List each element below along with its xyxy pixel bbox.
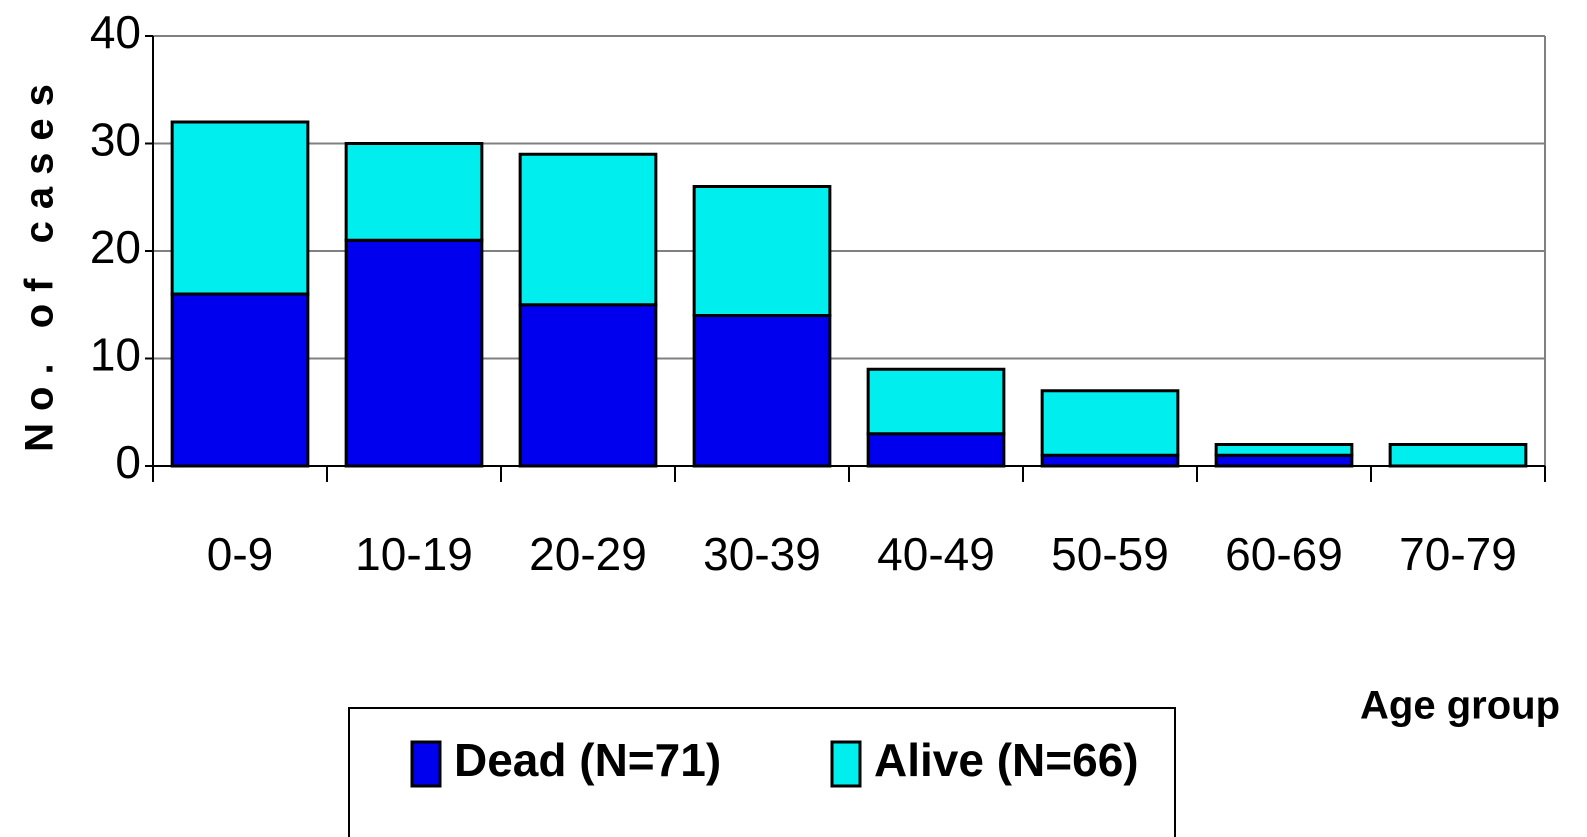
- x-tick-label: 70-79: [1399, 528, 1517, 580]
- legend-swatch: [830, 740, 862, 788]
- bar-segment: [170, 120, 310, 296]
- y-tick-label: 0: [115, 436, 141, 488]
- y-axis-title: No. of cases: [18, 72, 62, 452]
- bar-segment: [1214, 443, 1354, 457]
- x-tick-label: 0-9: [207, 528, 273, 580]
- bar-segment: [518, 152, 658, 307]
- x-axis-title: Age group: [1360, 684, 1560, 728]
- bar-segment: [866, 367, 1006, 436]
- y-tick-label: 40: [90, 6, 141, 58]
- bar-segment: [692, 185, 832, 317]
- bar-segment: [344, 142, 484, 242]
- legend-box: [348, 707, 1176, 837]
- bar-segment: [692, 314, 832, 468]
- bar-segment: [1040, 453, 1180, 468]
- legend-label: Dead (N=71): [454, 734, 721, 786]
- bar-segment: [1214, 453, 1354, 468]
- x-tick-label: 50-59: [1051, 528, 1169, 580]
- bar-segment: [866, 432, 1006, 468]
- x-tick-label: 30-39: [703, 528, 821, 580]
- bar-segment: [170, 292, 310, 468]
- bar-segment: [344, 238, 484, 468]
- x-tick-label: 40-49: [877, 528, 995, 580]
- legend-swatch: [410, 740, 442, 788]
- bar-segment: [1040, 389, 1180, 457]
- y-tick-label: 30: [90, 114, 141, 166]
- y-tick-label: 10: [90, 329, 141, 381]
- x-tick-label: 10-19: [355, 528, 473, 580]
- x-tick-label: 20-29: [529, 528, 647, 580]
- x-tick-label: 60-69: [1225, 528, 1343, 580]
- y-tick-label: 20: [90, 221, 141, 273]
- bar-segment: [518, 303, 658, 468]
- bar-segment: [1388, 443, 1528, 468]
- legend-label: Alive (N=66): [874, 734, 1139, 786]
